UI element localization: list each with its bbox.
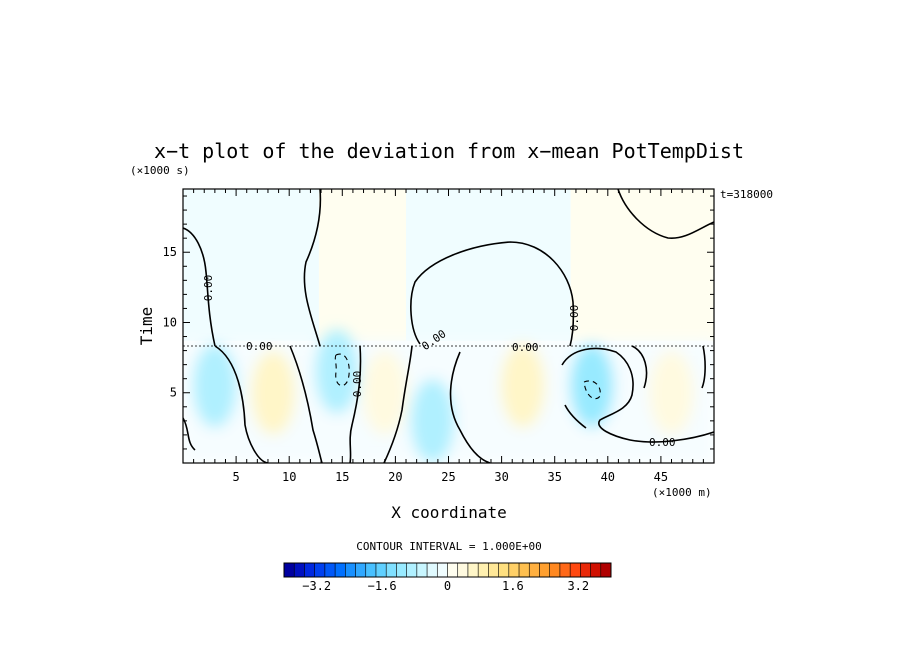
colorbar-cell	[477, 562, 489, 578]
colorbar-cell	[385, 562, 397, 578]
colorbar-cell	[334, 562, 346, 578]
x-tick-label: 20	[388, 470, 402, 484]
colorbar-cell	[436, 562, 448, 578]
field-region-lower	[314, 329, 359, 414]
contour-label: 0.00	[649, 436, 676, 449]
field-region-lower	[569, 343, 614, 428]
y-tick-label: 5	[170, 386, 177, 400]
contour-line	[449, 351, 491, 463]
contour-lines	[183, 189, 714, 463]
field-region-lower	[192, 343, 237, 428]
contour-line	[383, 345, 413, 463]
x-tick-label: 15	[335, 470, 349, 484]
colorbar-cell	[426, 562, 438, 578]
contour-label: 0.00	[202, 275, 215, 302]
field-region-lower	[251, 350, 296, 435]
field-region-lower	[410, 378, 455, 463]
field-shading	[183, 189, 714, 463]
field-region-upper	[183, 189, 319, 341]
axis-ticks	[183, 189, 714, 463]
contour-line	[617, 189, 714, 239]
contour-line	[183, 227, 216, 347]
contour-line	[303, 189, 322, 347]
colorbar-cell	[345, 562, 357, 578]
contour-line	[631, 345, 648, 389]
contour-line	[410, 241, 575, 347]
colorbar-cell	[600, 562, 612, 578]
colorbar-cell	[304, 562, 316, 578]
x-axis-title: X coordinate	[391, 503, 507, 522]
x-tick-label: 35	[547, 470, 561, 484]
tick-labels: 5 10 15 20 25 30 35 40 45 5 10 15	[163, 245, 669, 484]
x-tick-label: 10	[282, 470, 296, 484]
contour-line	[349, 345, 362, 463]
contour-label: 0.00	[512, 341, 539, 354]
colorbar-cell	[488, 562, 500, 578]
contour-line	[561, 347, 714, 443]
field-region-lower	[362, 350, 407, 435]
colorbar-cell	[293, 562, 305, 578]
contour-label: 0.00	[246, 340, 273, 353]
colorbar-tick-label: 1.6	[502, 579, 524, 593]
contour-line	[701, 345, 706, 389]
field-region-upper	[570, 189, 714, 341]
colorbar-cell	[447, 562, 459, 578]
colorbar-cell	[457, 562, 469, 578]
x-tick-label: 30	[494, 470, 508, 484]
colorbar-cell	[559, 562, 571, 578]
colorbar-cell	[406, 562, 418, 578]
colorbar-tick-label: −1.6	[368, 579, 397, 593]
colorbar-cell	[375, 562, 387, 578]
contour-label: 0.00	[568, 305, 581, 332]
colorbar-frame	[283, 562, 612, 578]
y-unit-label: (×1000 s)	[130, 164, 190, 177]
colorbar	[283, 562, 612, 578]
colorbar-labels: −3.2 −1.6 0 1.6 3.2	[302, 579, 589, 593]
contour-interval-label: CONTOUR INTERVAL = 1.000E+00	[356, 540, 541, 553]
y-tick-label: 10	[163, 315, 177, 329]
colorbar-cell	[528, 562, 540, 578]
upper-field-regions	[183, 189, 714, 341]
colorbar-cell	[355, 562, 367, 578]
colorbar-cell	[467, 562, 479, 578]
colorbar-cell	[569, 562, 581, 578]
colorbar-cell	[396, 562, 408, 578]
colorbar-cell	[416, 562, 428, 578]
colorbar-cell	[365, 562, 377, 578]
x-tick-label: 5	[232, 470, 239, 484]
contour-label: 0.00	[351, 371, 364, 398]
colorbar-tick-label: −3.2	[302, 579, 331, 593]
contour-line	[564, 404, 587, 429]
contour-line	[289, 345, 323, 463]
field-region-lower	[500, 343, 545, 428]
colorbar-cell	[508, 562, 520, 578]
colorbar-cell	[580, 562, 592, 578]
colorbar-cell	[283, 562, 295, 578]
field-region-lower	[649, 350, 694, 435]
colorbar-cell	[518, 562, 530, 578]
colorbar-cell	[549, 562, 561, 578]
field-region-upper	[406, 189, 571, 341]
colorbar-cell	[498, 562, 510, 578]
contour-line-negative	[334, 353, 350, 387]
colorbar-cell	[539, 562, 551, 578]
colorbar-cell	[314, 562, 326, 578]
contour-line	[214, 345, 269, 463]
chart-title: x−t plot of the deviation from x−mean Po…	[154, 139, 744, 163]
field-region-upper	[318, 189, 407, 341]
colorbar-cell	[324, 562, 336, 578]
y-axis-title: Time	[137, 307, 156, 346]
x-tick-label: 45	[654, 470, 668, 484]
x-tick-label: 25	[441, 470, 455, 484]
x-tick-label: 40	[601, 470, 615, 484]
colorbar-tick-label: 3.2	[567, 579, 589, 593]
time-annotation: t=318000	[720, 188, 773, 201]
colorbar-tick-label: 0	[444, 579, 451, 593]
colorbar-cell	[590, 562, 602, 578]
y-tick-label: 15	[163, 245, 177, 259]
x-unit-label: (×1000 m)	[652, 486, 712, 499]
